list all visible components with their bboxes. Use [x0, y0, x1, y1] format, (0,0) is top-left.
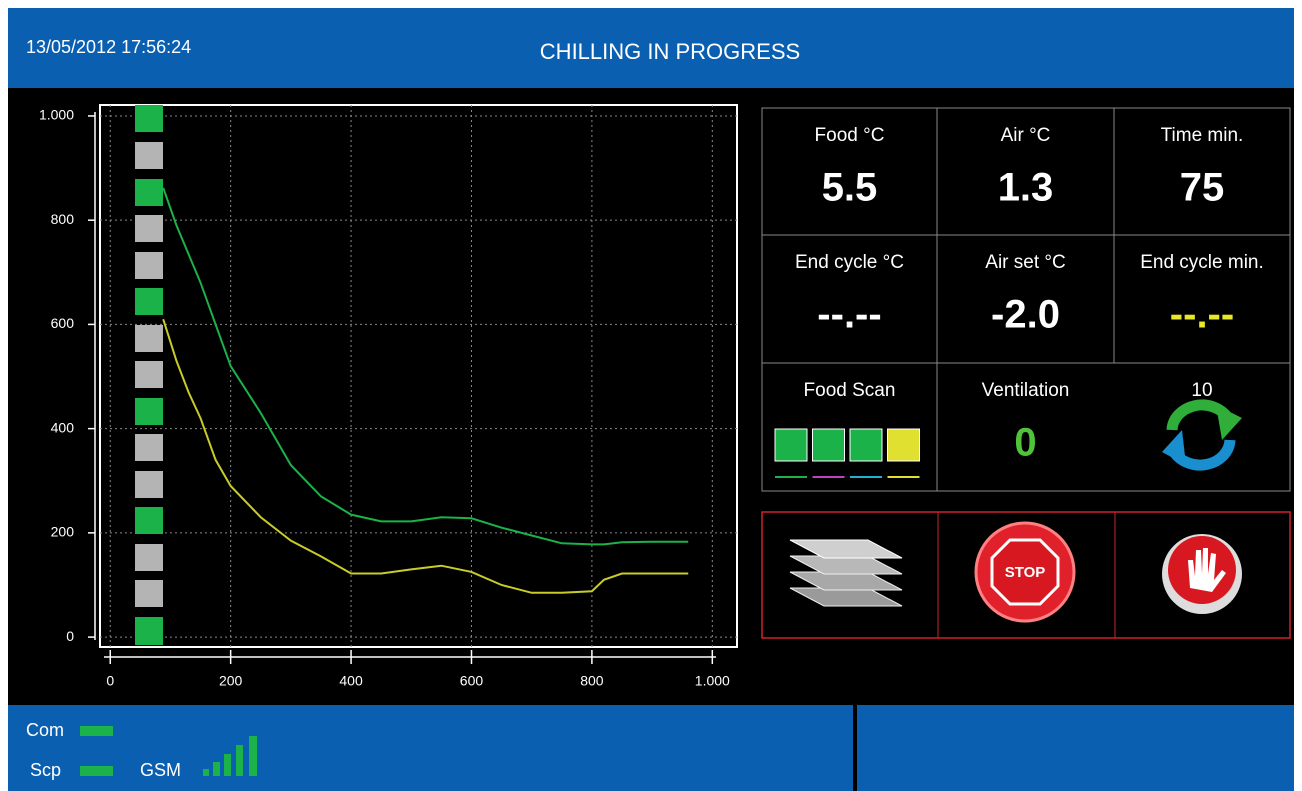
cell-value: 1.3 [998, 166, 1054, 210]
plot-frame [99, 104, 738, 648]
x-tick-label: 600 [460, 673, 484, 689]
x-tick-label: 1.000 [695, 673, 730, 689]
strip-cell [135, 215, 163, 242]
refresh-icon [1162, 399, 1242, 471]
cell-label: Food Scan [804, 380, 896, 401]
cell-label: Air °C [1001, 125, 1051, 146]
strip-cell [135, 361, 163, 388]
cell-value: 5.5 [822, 166, 878, 210]
stop-label: STOP [1005, 564, 1046, 581]
cell-label: Time min. [1161, 125, 1244, 146]
strip-cell [135, 617, 163, 645]
button-row: STOP [761, 511, 1291, 639]
scan-square [849, 428, 883, 462]
strip-cell [135, 544, 163, 571]
strip-cell [135, 434, 163, 461]
y-tick-label: 1.000 [39, 107, 74, 123]
cell-label: Air set °C [985, 252, 1065, 273]
cell-label: Food °C [815, 125, 885, 146]
chart: 0 200 400 600 800 1.000 0 200 400 600 800 1.000 [39, 104, 738, 689]
strip-cell [135, 580, 163, 607]
scp-indicator [80, 766, 113, 776]
gsm-signal [203, 736, 257, 776]
strip-cell [135, 179, 163, 206]
y-tick-label: 0 [66, 628, 74, 644]
strip-cell [135, 471, 163, 498]
strip-cell [135, 142, 163, 169]
series-line [162, 318, 689, 594]
strip-cell [135, 105, 163, 132]
strip-cell [135, 398, 163, 425]
x-tick-label: 200 [219, 673, 243, 689]
y-tick-label: 600 [51, 315, 75, 331]
emergency-button[interactable] [1162, 534, 1242, 614]
button-frame [761, 511, 1291, 639]
readings-panel: Food °C 5.5 Air °C 1.3 Time min. 75 End cycle … [761, 107, 1291, 492]
cell-value: --.-- [817, 293, 881, 337]
cell-label: 10 [1191, 380, 1212, 401]
cell-label: Ventilation [982, 380, 1070, 401]
y-tick-label: 200 [51, 524, 75, 540]
y-tick-label: 800 [51, 211, 75, 227]
stop-button[interactable]: STOP [974, 521, 1076, 623]
top-bar [8, 8, 1294, 88]
gsm-label: GSM [140, 760, 181, 780]
scan-square [812, 428, 845, 462]
bottom-bar [8, 705, 1294, 791]
com-label: Com [26, 720, 64, 740]
datetime: 13/05/2012 17:56:24 [26, 37, 191, 57]
strip-cell [135, 252, 163, 279]
panel-frame [761, 107, 1291, 492]
series-line [162, 187, 689, 546]
cell-label: End cycle min. [1140, 252, 1264, 273]
strip-cell [135, 288, 163, 315]
trays-button[interactable] [789, 539, 903, 607]
x-tick-label: 400 [339, 673, 363, 689]
x-tick-label: 0 [106, 673, 114, 689]
cell-value: --.-- [1170, 293, 1234, 337]
scp-label: Scp [30, 760, 61, 780]
display [8, 8, 1294, 791]
strip-cell [135, 507, 163, 534]
com-indicator [80, 726, 113, 736]
x-tick-label: 800 [580, 673, 604, 689]
cell-value: 0 [1014, 421, 1036, 465]
scan-square [774, 428, 808, 462]
status-title: CHILLING IN PROGRESS [540, 39, 800, 64]
cell-value: 75 [1180, 166, 1225, 210]
cell-value: -2.0 [991, 293, 1060, 337]
scan-square [887, 428, 920, 462]
strip-cell [135, 325, 163, 352]
cell-label: End cycle °C [795, 252, 904, 273]
scan-strip [135, 105, 163, 645]
y-tick-label: 400 [51, 419, 75, 435]
